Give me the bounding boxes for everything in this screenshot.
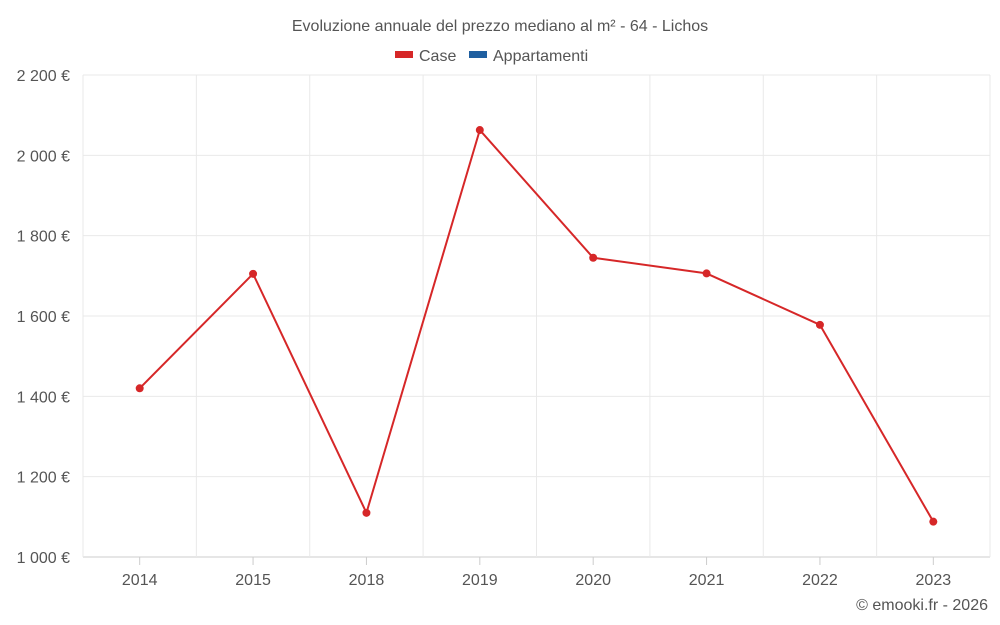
data-point[interactable] [249, 269, 258, 278]
chart-title: Evoluzione annuale del prezzo mediano al… [292, 18, 708, 35]
x-tick-label: 2014 [122, 572, 158, 589]
data-point[interactable] [929, 517, 938, 526]
x-axis: 2014 2015 2018 2019 2020 2021 2022 2023 [122, 557, 951, 589]
grid [82, 74, 991, 558]
legend-label-appartamenti: Appartamenti [493, 48, 588, 65]
x-tick-label: 2015 [235, 572, 271, 589]
legend: Case Appartamenti [395, 48, 588, 65]
y-tick-label: 1 400 € [17, 389, 70, 406]
data-point[interactable] [589, 253, 598, 262]
y-tick-label: 1 200 € [17, 470, 70, 487]
y-tick-label: 1 800 € [17, 229, 70, 246]
x-tick-label: 2022 [802, 572, 838, 589]
x-tick-label: 2019 [462, 572, 498, 589]
credit-text: © emooki.fr - 2026 [856, 597, 988, 614]
data-point[interactable] [135, 384, 144, 393]
legend-item-appartamenti[interactable]: Appartamenti [469, 48, 588, 65]
x-tick-label: 2023 [916, 572, 952, 589]
legend-item-case[interactable]: Case [395, 48, 456, 65]
y-tick-label: 2 000 € [17, 148, 70, 165]
data-point[interactable] [362, 508, 371, 517]
data-point[interactable] [815, 320, 824, 329]
x-tick-label: 2021 [689, 572, 725, 589]
y-tick-label: 2 200 € [17, 68, 70, 85]
legend-swatch-appartamenti [469, 51, 487, 58]
data-point[interactable] [475, 126, 484, 135]
x-tick-label: 2018 [349, 572, 385, 589]
series-line-case [138, 129, 935, 523]
legend-swatch-case [395, 51, 413, 58]
series-case [135, 126, 938, 526]
x-tick-label: 2020 [575, 572, 611, 589]
y-axis: 1 000 € 1 200 € 1 400 € 1 600 € 1 800 € 2 000… [17, 68, 70, 567]
y-tick-label: 1 600 € [17, 309, 70, 326]
data-point[interactable] [702, 269, 711, 278]
legend-label-case: Case [419, 48, 456, 65]
y-tick-label: 1 000 € [17, 550, 70, 567]
